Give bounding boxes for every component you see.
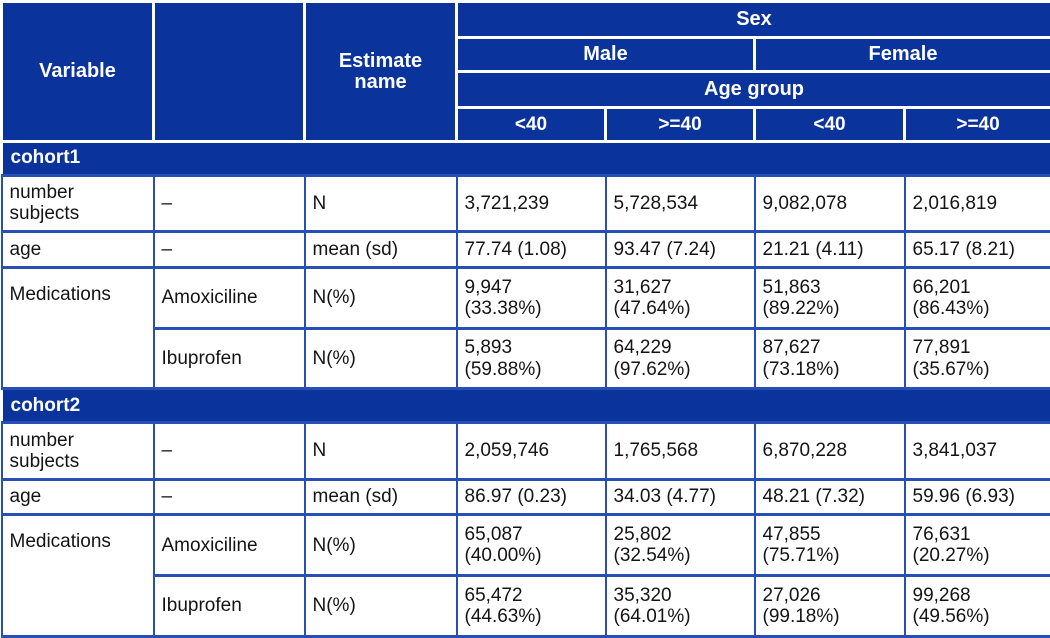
estimate-cell: N(%) bbox=[303, 513, 458, 578]
table-row: age – mean (sd) 86.97 (0.23) 34.03 (4.77… bbox=[0, 477, 1050, 517]
header-estimate-name: Estimate name bbox=[303, 0, 458, 143]
variable-cell: number subjects bbox=[0, 173, 155, 234]
header-age-gte40-male: >=40 bbox=[604, 106, 756, 143]
header-variable: Variable bbox=[0, 0, 155, 143]
value-cell: 27,026 (99.18%) bbox=[753, 574, 906, 638]
value-cell: 48.21 (7.32) bbox=[753, 477, 906, 517]
estimate-cell: N bbox=[303, 421, 458, 481]
value-cell: 65,087 (40.00%) bbox=[455, 513, 607, 578]
value-cell: 64,229 (97.62%) bbox=[604, 326, 756, 391]
level-cell: Amoxiciline bbox=[152, 265, 306, 330]
variable-cell: Medications bbox=[0, 265, 155, 391]
value-cell: 47,855 (75.71%) bbox=[753, 513, 906, 578]
value-cell: 5,728,534 bbox=[604, 173, 756, 234]
header-age-group: Age group bbox=[454, 70, 1050, 109]
header-age-lt40-male: <40 bbox=[455, 106, 607, 143]
value-cell: 34.03 (4.77) bbox=[604, 477, 756, 517]
table-row: Ibuprofen N(%) 5,893 (59.88%) 64,229 (97… bbox=[2, 326, 1050, 391]
value-cell: 76,631 (20.27%) bbox=[903, 513, 1050, 578]
value-cell: 21.21 (4.11) bbox=[753, 230, 906, 269]
value-cell: 35,320 (64.01%) bbox=[604, 574, 756, 638]
table-row: number subjects – N 3,721,239 5,728,534 … bbox=[0, 173, 1050, 234]
header-age-lt40-female: <40 bbox=[753, 106, 906, 143]
header-female: Female bbox=[752, 36, 1050, 73]
value-cell: 9,082,078 bbox=[753, 173, 906, 234]
level-cell: – bbox=[152, 230, 306, 269]
level-cell: – bbox=[152, 173, 306, 234]
value-cell: 87,627 (73.18%) bbox=[753, 326, 906, 391]
level-cell: Ibuprofen bbox=[152, 574, 306, 638]
header-male: Male bbox=[455, 36, 756, 73]
value-cell: 1,765,568 bbox=[604, 421, 756, 481]
estimate-cell: N(%) bbox=[303, 265, 458, 330]
table-row: Medications Amoxiciline N(%) 65,087 (40.… bbox=[0, 513, 1050, 638]
level-cell: Amoxiciline bbox=[152, 513, 306, 578]
header-age-gte40-female: >=40 bbox=[902, 106, 1050, 143]
section-banner-cohort1: cohort1 bbox=[0, 140, 1050, 177]
value-cell: 25,802 (32.54%) bbox=[604, 513, 756, 578]
variable-cell: number subjects bbox=[0, 421, 155, 481]
value-cell: 99,268 (49.56%) bbox=[903, 574, 1050, 638]
level-cell: – bbox=[152, 421, 306, 481]
estimate-cell: mean (sd) bbox=[303, 477, 458, 517]
value-cell: 66,201 (86.43%) bbox=[903, 265, 1050, 330]
section-title: cohort1 bbox=[0, 140, 1050, 177]
estimate-cell: N(%) bbox=[303, 326, 458, 391]
value-cell: 51,863 (89.22%) bbox=[753, 265, 906, 330]
table-row: Medications Amoxiciline N(%) 9,947 (33.3… bbox=[0, 265, 1050, 391]
value-cell: 9,947 (33.38%) bbox=[455, 265, 607, 330]
value-cell: 3,841,037 bbox=[903, 421, 1050, 481]
value-cell: 65.17 (8.21) bbox=[903, 230, 1050, 269]
variable-cell: age bbox=[0, 477, 155, 517]
estimate-cell: mean (sd) bbox=[303, 230, 458, 269]
table-row: Ibuprofen N(%) 65,472 (44.63%) 35,320 (6… bbox=[2, 574, 1050, 638]
estimate-cell: N bbox=[303, 173, 458, 234]
value-cell: 2,059,746 bbox=[455, 421, 607, 481]
level-cell: – bbox=[152, 477, 306, 517]
header-row-age-group: Age group bbox=[2, 70, 1050, 109]
value-cell: 86.97 (0.23) bbox=[455, 477, 607, 517]
value-cell: 31,627 (47.64%) bbox=[604, 265, 756, 330]
value-cell: 6,870,228 bbox=[753, 421, 906, 481]
level-cell: Ibuprofen bbox=[152, 326, 306, 391]
value-cell: 93.47 (7.24) bbox=[604, 230, 756, 269]
value-cell: 59.96 (6.93) bbox=[903, 477, 1050, 517]
value-cell: 77,891 (35.67%) bbox=[903, 326, 1050, 391]
section-banner-cohort2: cohort2 bbox=[0, 387, 1050, 424]
value-cell: 3,721,239 bbox=[455, 173, 607, 234]
table-row: age – mean (sd) 77.74 (1.08) 93.47 (7.24… bbox=[0, 230, 1050, 269]
header-row-age-bins: <40 >=40 <40 >=40 bbox=[2, 106, 1050, 143]
header-row-sex: Variable Estimate name Sex bbox=[0, 0, 1050, 143]
header-sex: Sex bbox=[454, 0, 1050, 39]
value-cell: 2,016,819 bbox=[903, 173, 1050, 234]
variable-cell: age bbox=[0, 230, 155, 269]
value-cell: 77.74 (1.08) bbox=[455, 230, 607, 269]
value-cell: 65,472 (44.63%) bbox=[455, 574, 607, 638]
section-title: cohort2 bbox=[0, 387, 1050, 424]
estimate-cell: N(%) bbox=[303, 574, 458, 638]
value-cell: 5,893 (59.88%) bbox=[455, 326, 607, 391]
variable-cell: Medications bbox=[0, 513, 155, 638]
header-level-blank bbox=[152, 0, 306, 143]
table-row: number subjects – N 2,059,746 1,765,568 … bbox=[0, 421, 1050, 481]
header-row-male-female: Male Female bbox=[2, 36, 1050, 73]
